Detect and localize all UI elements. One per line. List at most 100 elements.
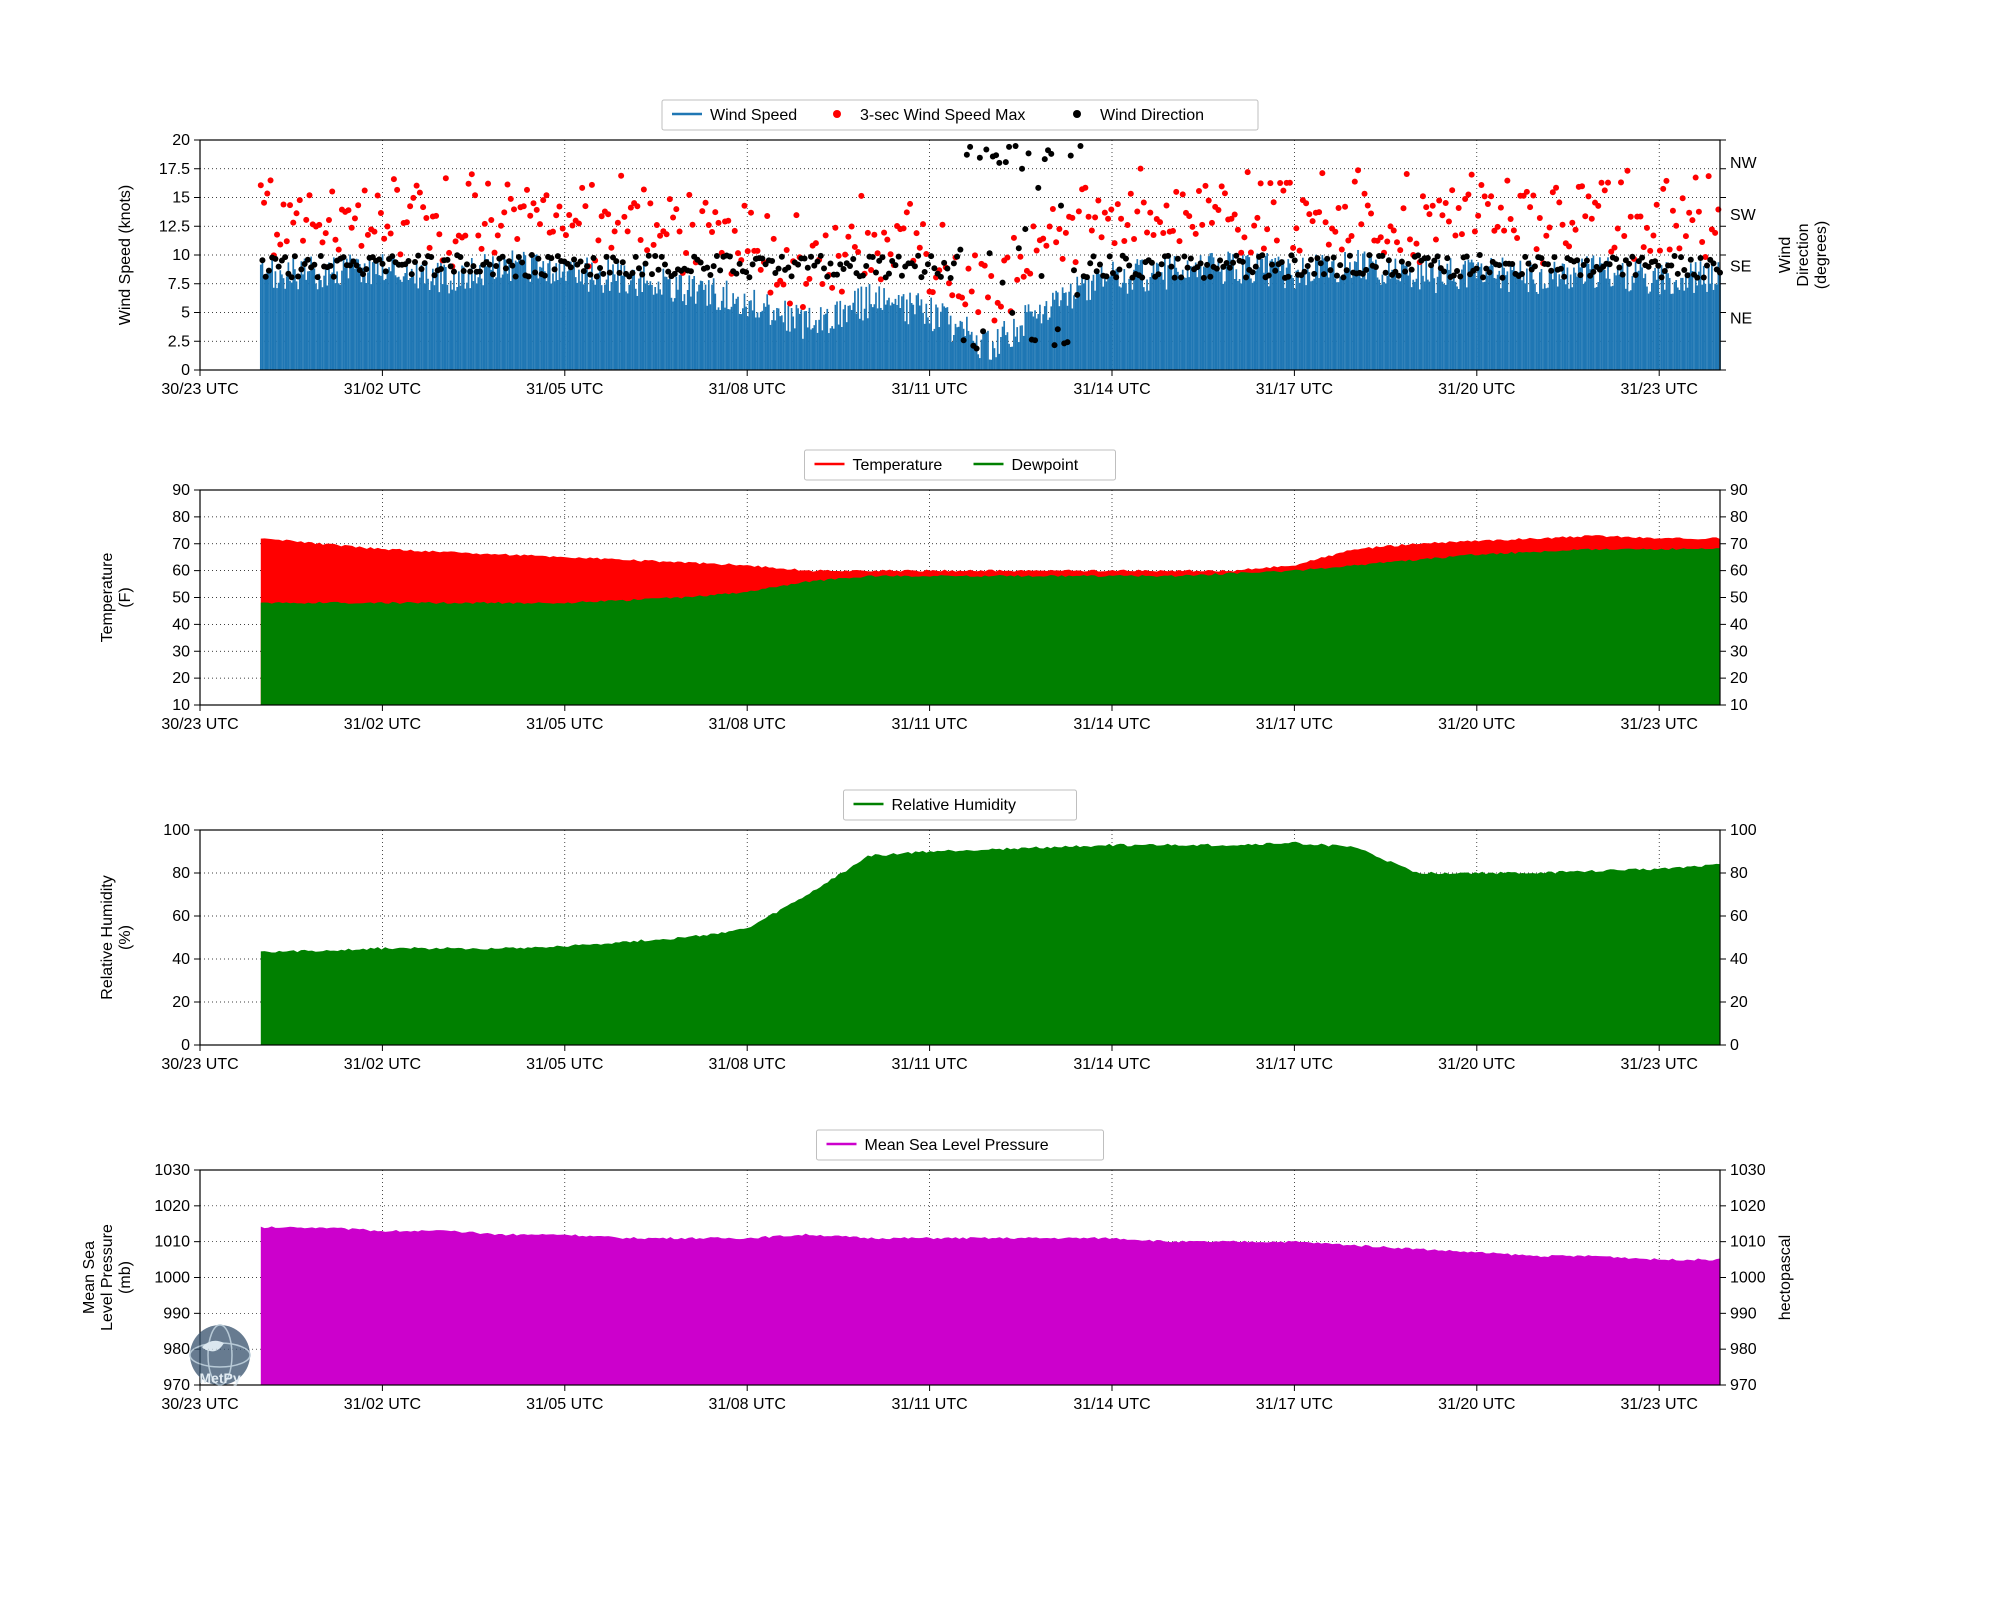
panel-wind: 02.557.51012.51517.520NESESWNW30/23 UTC3… — [117, 100, 1830, 398]
svg-text:Level Pressure: Level Pressure — [99, 1224, 116, 1331]
svg-text:31/23 UTC: 31/23 UTC — [1621, 716, 1698, 733]
legend-temp: Temperature Dewpoint — [805, 450, 1116, 480]
svg-text:hectopascal: hectopascal — [1777, 1235, 1794, 1320]
svg-text:40: 40 — [1730, 951, 1748, 968]
svg-text:Temperature: Temperature — [99, 552, 116, 642]
svg-text:15: 15 — [172, 190, 190, 207]
svg-text:Wind Direction: Wind Direction — [1100, 107, 1204, 124]
svg-text:31/02 UTC: 31/02 UTC — [344, 716, 421, 733]
svg-text:31/14 UTC: 31/14 UTC — [1073, 381, 1150, 398]
svg-text:20: 20 — [172, 132, 190, 149]
svg-text:5: 5 — [181, 305, 190, 322]
svg-text:20: 20 — [1730, 994, 1748, 1011]
svg-text:SE: SE — [1730, 259, 1751, 276]
svg-text:1010: 1010 — [154, 1234, 190, 1251]
svg-text:50: 50 — [1730, 590, 1748, 607]
svg-text:7.5: 7.5 — [168, 276, 190, 293]
svg-text:31/23 UTC: 31/23 UTC — [1621, 1056, 1698, 1073]
legend-rh: Relative Humidity — [844, 790, 1077, 820]
svg-text:10: 10 — [172, 247, 190, 264]
panel-temp: 10102020303040405050606070708080909030/2… — [99, 450, 1748, 733]
svg-text:31/23 UTC: 31/23 UTC — [1621, 381, 1698, 398]
panel-rh: 00202040406060808010010030/23 UTC31/02 U… — [99, 790, 1757, 1073]
svg-text:Dewpoint: Dewpoint — [1012, 457, 1079, 474]
svg-text:70: 70 — [172, 536, 190, 553]
svg-text:10: 10 — [172, 697, 190, 714]
svg-text:1030: 1030 — [154, 1162, 190, 1179]
svg-text:1030: 1030 — [1730, 1162, 1766, 1179]
svg-text:100: 100 — [163, 822, 190, 839]
svg-text:70: 70 — [1730, 536, 1748, 553]
svg-text:31/11 UTC: 31/11 UTC — [892, 716, 968, 733]
svg-text:1020: 1020 — [154, 1198, 190, 1215]
panel-mslp: 9709709809809909901000100010101010102010… — [81, 1130, 1794, 1413]
svg-text:970: 970 — [1730, 1377, 1757, 1394]
svg-text:100: 100 — [1730, 822, 1757, 839]
svg-text:NW: NW — [1730, 155, 1758, 172]
svg-text:60: 60 — [172, 908, 190, 925]
svg-text:(degrees): (degrees) — [1813, 221, 1830, 289]
svg-text:31/14 UTC: 31/14 UTC — [1073, 1396, 1150, 1413]
svg-text:31/11 UTC: 31/11 UTC — [892, 381, 968, 398]
svg-text:3-sec Wind Speed Max: 3-sec Wind Speed Max — [860, 107, 1025, 124]
svg-text:31/20 UTC: 31/20 UTC — [1438, 1396, 1515, 1413]
svg-text:980: 980 — [163, 1341, 190, 1358]
svg-text:1000: 1000 — [1730, 1270, 1766, 1287]
svg-text:30/23 UTC: 30/23 UTC — [161, 1056, 238, 1073]
svg-text:12.5: 12.5 — [159, 218, 190, 235]
svg-text:20: 20 — [172, 994, 190, 1011]
svg-text:31/11 UTC: 31/11 UTC — [892, 1056, 968, 1073]
svg-text:31/08 UTC: 31/08 UTC — [709, 716, 786, 733]
svg-text:17.5: 17.5 — [159, 161, 190, 178]
svg-text:31/05 UTC: 31/05 UTC — [526, 1056, 603, 1073]
svg-text:1010: 1010 — [1730, 1234, 1766, 1251]
svg-text:30: 30 — [1730, 643, 1748, 660]
svg-text:31/05 UTC: 31/05 UTC — [526, 1396, 603, 1413]
svg-text:31/08 UTC: 31/08 UTC — [709, 381, 786, 398]
svg-text:31/20 UTC: 31/20 UTC — [1438, 381, 1515, 398]
svg-text:60: 60 — [1730, 908, 1748, 925]
svg-text:Relative Humidity: Relative Humidity — [99, 875, 116, 999]
svg-text:30/23 UTC: 30/23 UTC — [161, 381, 238, 398]
svg-text:1020: 1020 — [1730, 1198, 1766, 1215]
svg-text:80: 80 — [1730, 509, 1748, 526]
svg-text:31/14 UTC: 31/14 UTC — [1073, 1056, 1150, 1073]
svg-text:31/08 UTC: 31/08 UTC — [709, 1396, 786, 1413]
svg-text:Direction: Direction — [1795, 223, 1812, 286]
svg-text:31/17 UTC: 31/17 UTC — [1256, 1056, 1333, 1073]
svg-text:980: 980 — [1730, 1341, 1757, 1358]
svg-text:990: 990 — [163, 1305, 190, 1322]
svg-text:2.5: 2.5 — [168, 333, 190, 350]
svg-text:(mb): (mb) — [117, 1261, 134, 1294]
svg-text:30/23 UTC: 30/23 UTC — [161, 716, 238, 733]
svg-text:31/02 UTC: 31/02 UTC — [344, 381, 421, 398]
chart-container: 02.557.51012.51517.520NESESWNW30/23 UTC3… — [0, 0, 2000, 1600]
svg-text:31/05 UTC: 31/05 UTC — [526, 716, 603, 733]
svg-text:50: 50 — [172, 590, 190, 607]
svg-text:NE: NE — [1730, 310, 1752, 327]
svg-text:40: 40 — [172, 951, 190, 968]
svg-text:0: 0 — [181, 362, 190, 379]
svg-text:31/17 UTC: 31/17 UTC — [1256, 1396, 1333, 1413]
svg-text:80: 80 — [172, 865, 190, 882]
svg-text:40: 40 — [172, 616, 190, 633]
chart-svg: 02.557.51012.51517.520NESESWNW30/23 UTC3… — [0, 0, 2000, 1600]
svg-text:Relative Humidity: Relative Humidity — [892, 797, 1016, 814]
svg-text:Temperature: Temperature — [853, 457, 943, 474]
svg-text:31/02 UTC: 31/02 UTC — [344, 1056, 421, 1073]
svg-text:31/02 UTC: 31/02 UTC — [344, 1396, 421, 1413]
svg-text:1000: 1000 — [154, 1270, 190, 1287]
svg-text:20: 20 — [1730, 670, 1748, 687]
svg-text:90: 90 — [1730, 482, 1748, 499]
svg-text:970: 970 — [163, 1377, 190, 1394]
svg-text:60: 60 — [1730, 563, 1748, 580]
legend-mslp: Mean Sea Level Pressure — [817, 1130, 1104, 1160]
svg-text:MetPy: MetPy — [199, 1370, 240, 1386]
svg-text:0: 0 — [1730, 1037, 1739, 1054]
svg-text:90: 90 — [172, 482, 190, 499]
svg-text:10: 10 — [1730, 697, 1748, 714]
svg-text:31/17 UTC: 31/17 UTC — [1256, 716, 1333, 733]
svg-text:(%): (%) — [117, 925, 134, 950]
svg-text:31/14 UTC: 31/14 UTC — [1073, 716, 1150, 733]
svg-text:(F): (F) — [117, 587, 134, 607]
